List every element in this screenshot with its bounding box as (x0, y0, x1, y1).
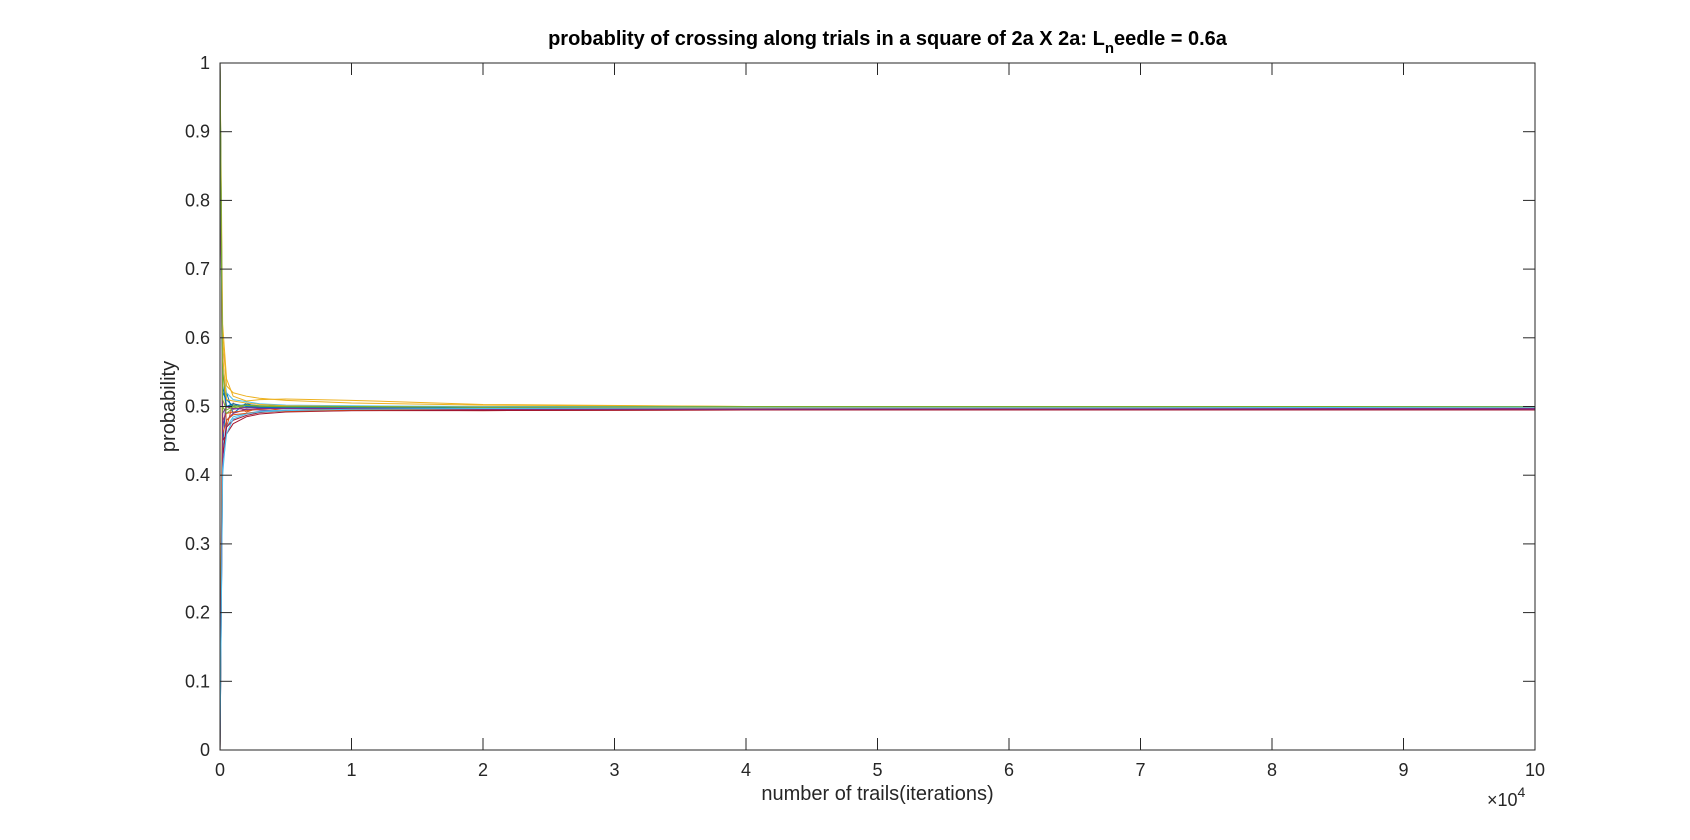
x-tick-label: 0 (215, 760, 225, 780)
x-tick-label: 3 (609, 760, 619, 780)
x-tick-label: 5 (872, 760, 882, 780)
chart-title-rest: eedle = 0.6a (1114, 28, 1228, 50)
y-tick-label: 0.2 (185, 603, 210, 623)
y-tick-label: 0.9 (185, 122, 210, 142)
y-tick-label: 0.3 (185, 534, 210, 554)
x-exponent-power: 4 (1518, 784, 1526, 800)
x-exponent-label: ×104 (1487, 784, 1526, 810)
series-line-19 (219, 62, 1535, 411)
series-line-17 (219, 62, 1535, 409)
y-tick-label: 0.7 (185, 259, 210, 279)
x-tick-label: 1 (346, 760, 356, 780)
y-tick-label: 0.6 (185, 328, 210, 348)
x-tick-label: 10 (1525, 760, 1545, 780)
chart-title-main: probablity of crossing along trials in a… (548, 28, 1105, 50)
ticks-layer (219, 62, 1536, 751)
y-tick-label: 1 (200, 53, 210, 73)
y-tick-label: 0.5 (185, 397, 210, 417)
x-tick-label: 7 (1135, 760, 1145, 780)
y-tick-label: 0.1 (185, 671, 210, 691)
chart-title: probablity of crossing along trials in a… (548, 28, 1228, 57)
x-tick-label: 8 (1267, 760, 1277, 780)
y-tick-label: 0.8 (185, 190, 210, 210)
x-tick-label: 4 (741, 760, 751, 780)
y-axis-label: probability (158, 361, 180, 452)
x-tick-label: 2 (478, 760, 488, 780)
x-axis-label: number of trails(iterations) (761, 783, 993, 805)
y-tick-label: 0.4 (185, 465, 210, 485)
series-line-20 (219, 406, 1536, 751)
x-tick-label: 9 (1398, 760, 1408, 780)
x-tick-label: 6 (1004, 760, 1014, 780)
y-tick-label: 0 (200, 740, 210, 760)
x-exponent-base: ×10 (1487, 790, 1518, 810)
labels-layer: 0 1 2 3 4 5 6 7 8 9 10 0 0.1 0.2 0.3 0.4 0.5 0.6 0.7 0.8 0.9… (158, 28, 1545, 810)
chart-title-subscript: n (1105, 40, 1114, 57)
series-layer (219, 62, 1536, 751)
